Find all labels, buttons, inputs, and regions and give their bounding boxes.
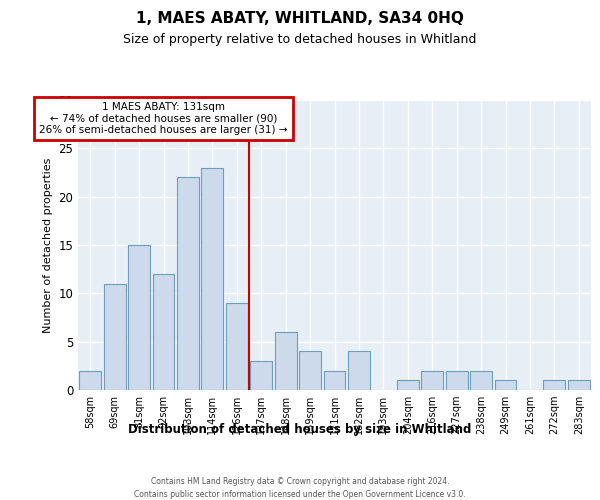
Bar bbox=[494, 380, 517, 390]
Bar bbox=[152, 274, 175, 390]
Bar bbox=[397, 380, 419, 390]
Bar bbox=[421, 370, 443, 390]
Bar bbox=[348, 352, 370, 390]
Y-axis label: Number of detached properties: Number of detached properties bbox=[43, 158, 53, 332]
Text: Contains public sector information licensed under the Open Government Licence v3: Contains public sector information licen… bbox=[134, 490, 466, 499]
Bar bbox=[446, 370, 467, 390]
Text: 1, MAES ABATY, WHITLAND, SA34 0HQ: 1, MAES ABATY, WHITLAND, SA34 0HQ bbox=[136, 11, 464, 26]
Text: Distribution of detached houses by size in Whitland: Distribution of detached houses by size … bbox=[128, 422, 472, 436]
Bar bbox=[79, 370, 101, 390]
Bar bbox=[104, 284, 125, 390]
Bar bbox=[544, 380, 565, 390]
Bar bbox=[568, 380, 590, 390]
Text: Contains HM Land Registry data © Crown copyright and database right 2024.: Contains HM Land Registry data © Crown c… bbox=[151, 478, 449, 486]
Bar bbox=[470, 370, 492, 390]
Text: 1 MAES ABATY: 131sqm
← 74% of detached houses are smaller (90)
26% of semi-detac: 1 MAES ABATY: 131sqm ← 74% of detached h… bbox=[39, 102, 288, 135]
Bar bbox=[128, 245, 150, 390]
Bar bbox=[323, 370, 346, 390]
Bar bbox=[202, 168, 223, 390]
Bar bbox=[226, 303, 248, 390]
Text: Size of property relative to detached houses in Whitland: Size of property relative to detached ho… bbox=[124, 33, 476, 46]
Bar bbox=[250, 361, 272, 390]
Bar bbox=[299, 352, 321, 390]
Bar bbox=[275, 332, 296, 390]
Bar bbox=[177, 178, 199, 390]
